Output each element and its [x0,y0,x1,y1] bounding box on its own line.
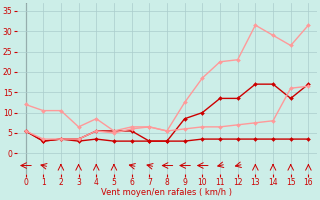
X-axis label: Vent moyen/en rafales ( km/h ): Vent moyen/en rafales ( km/h ) [101,188,232,197]
